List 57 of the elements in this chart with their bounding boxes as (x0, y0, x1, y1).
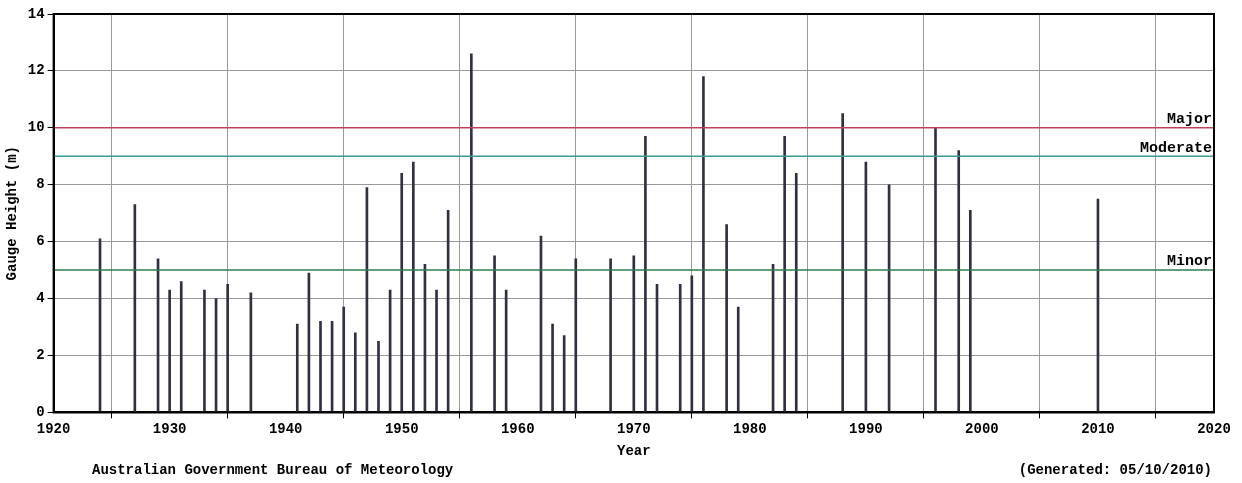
y-tick-label: 0 (36, 403, 45, 420)
x-tick-label: 1990 (849, 421, 883, 438)
bar (725, 224, 728, 413)
bar (493, 255, 496, 413)
bar (203, 289, 206, 413)
text: Australian Government Bureau of Meteorology (92, 462, 454, 478)
bar (319, 321, 322, 413)
y-tick-label: 14 (27, 5, 45, 22)
bar (435, 289, 438, 413)
bar (736, 306, 740, 413)
x-tick-label: 1930 (152, 421, 187, 438)
bar (551, 323, 554, 413)
x-tick-label: 1970 (617, 421, 651, 438)
bar (690, 275, 694, 413)
y-tick-label: 10 (27, 119, 45, 136)
y-tick-label: 4 (36, 290, 45, 307)
bar (609, 258, 612, 413)
bar (841, 113, 844, 413)
bar (412, 161, 415, 413)
bar (226, 284, 229, 413)
ref-line-label: Minor (1166, 253, 1212, 271)
bar (353, 332, 357, 413)
y-tick-label: 2 (36, 347, 45, 364)
x-tick-label: 2020 (1197, 421, 1231, 438)
y-tick-label: 8 (36, 176, 45, 193)
bar (470, 53, 473, 413)
bar (377, 340, 380, 413)
ref-line-label: Major (1166, 111, 1212, 129)
x-tick-label: 1920 (36, 421, 71, 438)
text: (Generated: 05/10/2010) (1018, 462, 1212, 478)
bar (562, 335, 566, 413)
x-tick-label: 1980 (733, 421, 767, 438)
bar (702, 76, 705, 413)
y-axis-title: Gauge Height (m) (3, 145, 20, 281)
bar (295, 323, 299, 413)
bar (342, 306, 346, 413)
x-tick-label: 1960 (500, 421, 535, 438)
bar (179, 281, 183, 413)
bar (783, 136, 786, 413)
ref-line-label: Moderate (1139, 139, 1212, 157)
y-tick-label: 12 (27, 62, 45, 79)
y-tick-label: 6 (36, 233, 45, 250)
bar (632, 255, 636, 413)
x-tick-label: 1940 (268, 421, 303, 438)
bar (957, 150, 961, 413)
bar (400, 173, 404, 413)
bar (678, 284, 682, 413)
bar (934, 127, 937, 413)
bar (574, 258, 578, 413)
x-tick-label: 2010 (1081, 421, 1115, 438)
bar (968, 210, 972, 413)
bar (168, 289, 171, 413)
bar (794, 173, 798, 413)
x-tick-label: 2000 (965, 421, 999, 438)
bar (644, 136, 647, 413)
x-tick-label: 1950 (384, 421, 419, 438)
x-axis-title: Year (617, 443, 651, 460)
